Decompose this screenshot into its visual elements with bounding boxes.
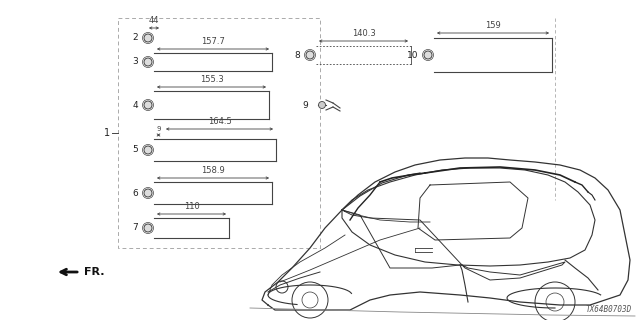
Text: 10: 10 <box>406 51 418 60</box>
Circle shape <box>306 51 314 59</box>
Text: 164.5: 164.5 <box>207 117 232 126</box>
Circle shape <box>144 224 152 232</box>
Circle shape <box>144 34 152 42</box>
Text: 158.9: 158.9 <box>201 166 225 175</box>
Text: 8: 8 <box>294 51 300 60</box>
Text: FR.: FR. <box>84 267 104 277</box>
Circle shape <box>424 51 432 59</box>
Text: 5: 5 <box>132 146 138 155</box>
Text: 9: 9 <box>302 100 308 109</box>
Text: 7: 7 <box>132 223 138 233</box>
Text: 3: 3 <box>132 58 138 67</box>
Text: 6: 6 <box>132 188 138 197</box>
Text: 1: 1 <box>104 128 110 138</box>
Circle shape <box>144 101 152 109</box>
Text: TX64B0703D: TX64B0703D <box>586 305 632 314</box>
Text: 155.3: 155.3 <box>200 75 223 84</box>
Circle shape <box>144 58 152 66</box>
Text: 140.3: 140.3 <box>351 29 376 38</box>
Text: 110: 110 <box>184 202 200 211</box>
Text: 44: 44 <box>148 16 159 25</box>
Circle shape <box>319 101 326 108</box>
Text: 159: 159 <box>485 21 501 30</box>
Text: 9: 9 <box>156 126 161 132</box>
Text: 4: 4 <box>132 100 138 109</box>
Text: 2: 2 <box>132 34 138 43</box>
Circle shape <box>144 146 152 154</box>
Bar <box>118 18 320 248</box>
Text: 157.7: 157.7 <box>201 37 225 46</box>
Circle shape <box>144 189 152 197</box>
